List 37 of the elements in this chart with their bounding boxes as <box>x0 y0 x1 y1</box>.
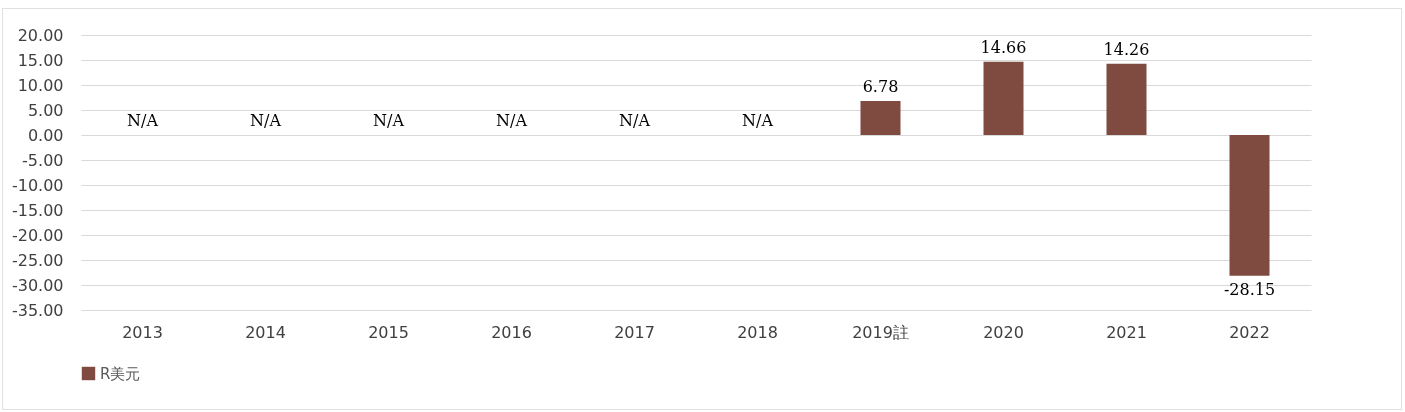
x-tick-label: 2018 <box>737 322 778 342</box>
x-tick-label: 2022 <box>1229 322 1270 342</box>
y-tick-label: -20.00 <box>11 225 64 245</box>
y-tick-label: 10.00 <box>17 75 64 95</box>
x-tick-label: 2013 <box>122 322 163 342</box>
data-label: 14.66 <box>980 37 1027 57</box>
data-label: -28.15 <box>1223 279 1276 299</box>
y-tick-label: -30.00 <box>11 275 64 295</box>
data-label: 6.78 <box>862 77 899 97</box>
text: N/A <box>619 111 650 130</box>
y-tick-label: -15.00 <box>11 200 64 220</box>
bar <box>860 101 901 135</box>
y-tick-label: 5.00 <box>27 100 64 120</box>
y-tick-label: -35.00 <box>11 300 64 320</box>
x-tick-label: 2017 <box>614 322 655 342</box>
x-tick-label: 2014 <box>245 322 286 342</box>
bar <box>1106 63 1147 135</box>
x-tick-label: 2016 <box>491 322 532 342</box>
y-tick-label: -5.00 <box>22 150 64 170</box>
y-tick-label: -10.00 <box>11 175 64 195</box>
legend-label: R美元 <box>100 364 141 383</box>
text: N/A <box>742 111 773 130</box>
text: N/A <box>127 111 158 130</box>
bar <box>983 61 1024 135</box>
y-tick-label: 0.00 <box>27 125 64 145</box>
y-tick-label: -25.00 <box>11 250 64 270</box>
y-tick-label: 20.00 <box>17 25 64 45</box>
x-tick-label: 2019註 <box>852 322 909 342</box>
bar <box>1229 135 1270 276</box>
x-tick-label: 2015 <box>368 322 409 342</box>
text: N/A <box>496 111 527 130</box>
x-tick-label: 2020 <box>983 322 1024 342</box>
text: N/A <box>250 111 281 130</box>
text: N/A <box>373 111 404 130</box>
data-label: 14.26 <box>1103 39 1150 59</box>
y-tick-label: 15.00 <box>17 50 64 70</box>
x-tick-label: 2021 <box>1106 322 1147 342</box>
